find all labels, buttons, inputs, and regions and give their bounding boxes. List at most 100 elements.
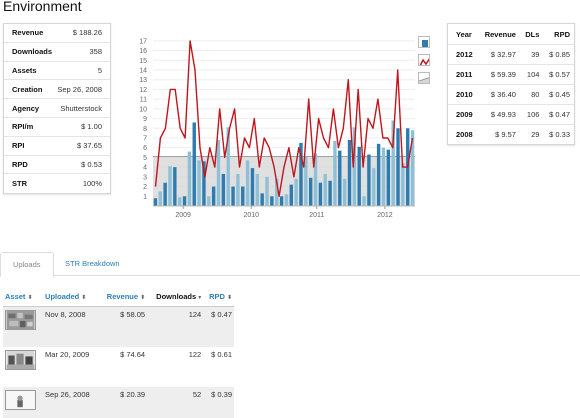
- downloads-cell: 124: [147, 306, 204, 347]
- bar: [308, 177, 313, 206]
- chart-legend: [418, 36, 432, 90]
- x-tick-label: 2009: [175, 212, 191, 219]
- stat-row-str: STR 100%: [4, 174, 110, 193]
- summary-stats-panel: Revenue $ 188.26 Downloads 358 Assets 5 Cre…: [3, 23, 111, 195]
- stat-value: 100%: [82, 179, 102, 189]
- col-header-downloads[interactable]: Downloads ▾: [147, 289, 204, 307]
- bar: [260, 193, 264, 206]
- asset-thumbnail[interactable]: [5, 389, 36, 410]
- col-header-revenue: Revenue: [478, 24, 520, 45]
- table-row[interactable]: Sep 26, 2008 $ 20.39 52 $ 0.39: [3, 386, 234, 418]
- tab-bar: Uploads STR Breakdown: [0, 252, 580, 277]
- stat-value: 358: [89, 47, 102, 57]
- table-row: 2009 $ 49.93 106 $ 0.47: [448, 104, 574, 125]
- stat-value: $ 0.53: [81, 159, 102, 169]
- bar: [304, 156, 308, 206]
- table-row[interactable]: Nov 8, 2008 $ 58.05 124 $ 0.47: [3, 306, 234, 347]
- revenue-cell: $ 36.40: [478, 84, 520, 105]
- asset-cell: [3, 306, 44, 347]
- revenue-chart: 1 2 3 4 5 6 7 8 9 10 11 12 13 14 15 16 17 2009 2010 2011 201…: [125, 28, 435, 223]
- rpd-cell: $ 0.57: [543, 64, 574, 85]
- table-row: 2011 $ 59.39 104 $ 0.57: [448, 64, 574, 85]
- y-tick-label: 11: [140, 97, 147, 104]
- bar: [275, 178, 279, 206]
- sort-icon: ⬍: [226, 295, 232, 301]
- bar: [328, 180, 332, 206]
- bar: [236, 173, 240, 206]
- area-series-icon[interactable]: [418, 72, 430, 84]
- bar: [313, 153, 318, 206]
- year-cell: 2012: [448, 44, 479, 65]
- y-tick-label: 8: [143, 126, 147, 133]
- stat-label: Revenue: [12, 28, 44, 38]
- rpd-cell: $ 0.39: [203, 386, 234, 418]
- assets-table: Asset ⬍ Uploaded ⬍ Revenue ⬍ Downloads ▾ RPD…: [3, 289, 234, 418]
- tab-uploads[interactable]: Uploads: [0, 252, 54, 277]
- bar: [279, 196, 284, 206]
- bar: [153, 198, 158, 206]
- x-tick-label: 2012: [377, 212, 393, 219]
- downloads-cell: 52: [147, 386, 204, 418]
- bar: [241, 186, 245, 206]
- rpd-cell: $ 0.61: [211, 349, 232, 359]
- stat-label: RPI/m: [12, 122, 34, 132]
- sort-icon: ⬍: [140, 295, 146, 301]
- col-header-year: Year: [448, 24, 479, 45]
- y-tick-label: 12: [139, 87, 147, 94]
- revenue-cell: $ 20.39: [98, 386, 148, 418]
- bar: [168, 166, 172, 206]
- asset-thumbnail[interactable]: [5, 310, 36, 330]
- stat-label: Downloads: [12, 47, 53, 57]
- uploaded-cell: Sep 26, 2008: [43, 386, 99, 418]
- asset-thumbnail[interactable]: [5, 349, 36, 370]
- tab-str-breakdown[interactable]: STR Breakdown: [65, 259, 120, 268]
- bar-series-icon[interactable]: [418, 36, 430, 48]
- y-tick-label: 16: [139, 48, 147, 55]
- year-cell: 2009: [448, 104, 479, 125]
- revenue-line: [154, 40, 414, 198]
- stat-value: 5: [97, 65, 102, 75]
- table-header-row: Asset ⬍ Uploaded ⬍ Revenue ⬍ Downloads ▾ RPD…: [3, 289, 234, 307]
- bar: [192, 122, 196, 206]
- dls-cell: 29: [531, 130, 540, 139]
- stat-value: Shutterstock: [60, 103, 102, 113]
- stat-row-rpim: RPI/m $ 1.00: [4, 118, 110, 137]
- y-tick-label: 10: [139, 106, 147, 113]
- col-header-rpd[interactable]: RPD ⬍: [203, 289, 234, 307]
- bar: [318, 182, 323, 206]
- y-tick-label: 13: [139, 77, 147, 84]
- table-row: 2008 $ 9.57 29 $ 0.33: [448, 125, 574, 145]
- line-series-icon[interactable]: [418, 54, 430, 66]
- stat-row-rpd: RPD $ 0.53: [4, 156, 110, 175]
- stat-value: $ 1.00: [81, 122, 102, 132]
- y-tick-label: 17: [139, 38, 147, 45]
- yearly-summary-panel: Year Revenue DLs RPD 2012 $ 32.97 39 $ 0.85…: [447, 23, 575, 145]
- col-header-revenue[interactable]: Revenue ⬍: [98, 289, 148, 307]
- sort-desc-icon: ▾: [198, 295, 202, 301]
- page-title: Environment: [3, 0, 82, 14]
- downloads-cell: 122: [188, 349, 202, 359]
- stat-label: Assets: [12, 65, 37, 75]
- col-header-asset[interactable]: Asset ⬍: [3, 289, 44, 307]
- revenue-cell: $ 32.97: [478, 44, 520, 65]
- sort-icon: ⬍: [81, 295, 87, 301]
- bar: [401, 163, 405, 206]
- y-tick-label: 3: [143, 174, 147, 181]
- header-label: Uploaded: [45, 292, 80, 301]
- year-cell: 2008: [456, 130, 473, 139]
- table-row[interactable]: Mar 20, 2009 $ 74.64 122 $ 0.61: [3, 347, 234, 387]
- col-header-uploaded[interactable]: Uploaded ⬍: [43, 289, 99, 307]
- bar: [342, 178, 347, 206]
- header-label: Asset: [5, 292, 26, 301]
- revenue-cell: $ 74.64: [120, 349, 146, 359]
- table-row: 2012 $ 32.97 39 $ 0.85: [448, 44, 574, 65]
- y-tick-label: 9: [143, 116, 147, 123]
- y-tick-label: 1: [143, 194, 147, 201]
- dls-cell: 106: [519, 104, 544, 125]
- bar: [255, 173, 260, 206]
- revenue-cell: $ 59.39: [478, 64, 520, 85]
- bar: [231, 186, 235, 206]
- bar: [367, 154, 371, 206]
- bar: [386, 149, 391, 206]
- bar: [187, 151, 192, 206]
